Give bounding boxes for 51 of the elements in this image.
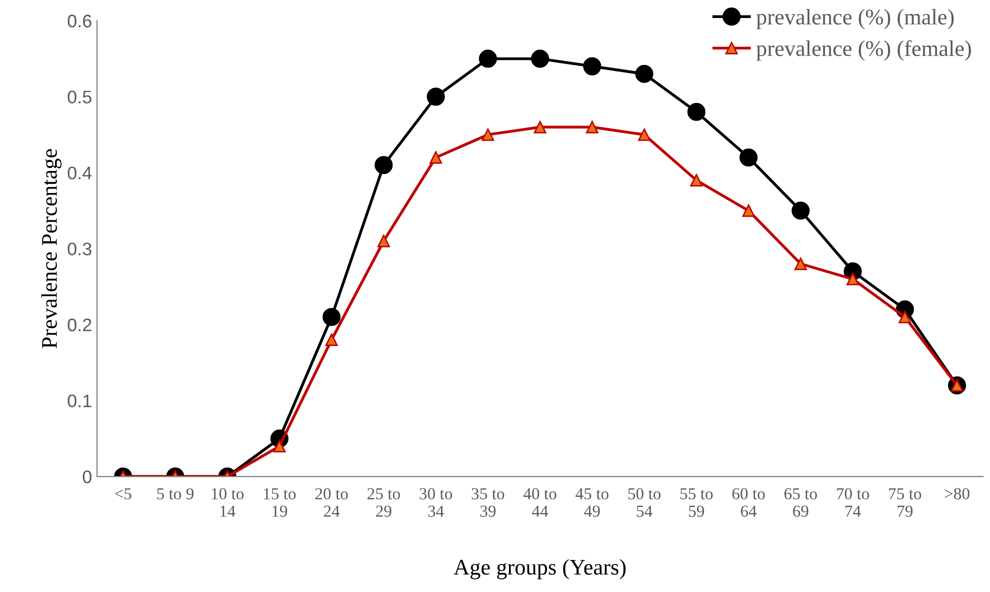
x-tick-label: >80 <box>944 488 970 500</box>
x-tick-label: 10 to 14 <box>212 488 244 517</box>
y-tick-label: 0.6 <box>68 14 92 28</box>
x-tick-label: 20 to 24 <box>315 488 348 517</box>
y-axis-title: Prevalence Percentage <box>41 149 62 348</box>
y-tick-label: 0 <box>82 470 92 484</box>
x-axis-title: Age groups (Years) <box>454 559 626 580</box>
point <box>531 50 550 68</box>
point <box>374 156 393 174</box>
x-tick-label: 30 to 34 <box>420 488 452 517</box>
x-tick-label: 65 to 69 <box>784 488 817 517</box>
point <box>898 310 912 324</box>
x-tick-label: 45 to 49 <box>576 488 608 517</box>
x-tick-label: 50 to 54 <box>628 488 661 517</box>
x-tick-label: 15 to 19 <box>264 488 296 517</box>
point <box>430 151 442 164</box>
legend-label: prevalence (%) (male) <box>756 8 954 30</box>
y-tick-label: 0.4 <box>68 166 92 180</box>
point <box>638 128 651 141</box>
point <box>482 128 494 141</box>
point <box>740 148 758 166</box>
point <box>534 120 546 134</box>
point <box>426 88 445 106</box>
y-tick-label: 0.1 <box>68 394 92 408</box>
point <box>846 272 860 286</box>
point <box>273 440 286 452</box>
point <box>742 204 755 217</box>
x-tick-label: 5 to 9 <box>157 488 194 500</box>
point <box>583 57 602 76</box>
y-tick-label: 0.3 <box>68 242 92 256</box>
point <box>635 64 654 83</box>
point <box>377 234 390 248</box>
x-tick-label: 35 to 39 <box>472 488 504 517</box>
x-tick-label: 75 to 79 <box>889 488 922 517</box>
x-tick-label: 55 to 59 <box>680 488 713 517</box>
point <box>478 50 497 68</box>
point <box>325 334 338 346</box>
point <box>792 202 810 220</box>
x-tick-label: 40 to 44 <box>523 488 556 517</box>
point <box>690 174 703 187</box>
x-tick-label: 60 to 64 <box>732 488 765 517</box>
point <box>794 258 807 270</box>
x-tick-label: 25 to 29 <box>368 488 400 517</box>
y-tick-label: 0.5 <box>68 90 92 104</box>
point <box>687 102 706 121</box>
legend-label: prevalence (%) (female) <box>756 40 971 61</box>
point <box>322 308 341 326</box>
x-tick-label: 70 to 74 <box>836 488 870 517</box>
y-tick-label: 0.2 <box>68 318 92 332</box>
point <box>586 120 598 134</box>
x-tick-label: <5 <box>115 488 132 500</box>
